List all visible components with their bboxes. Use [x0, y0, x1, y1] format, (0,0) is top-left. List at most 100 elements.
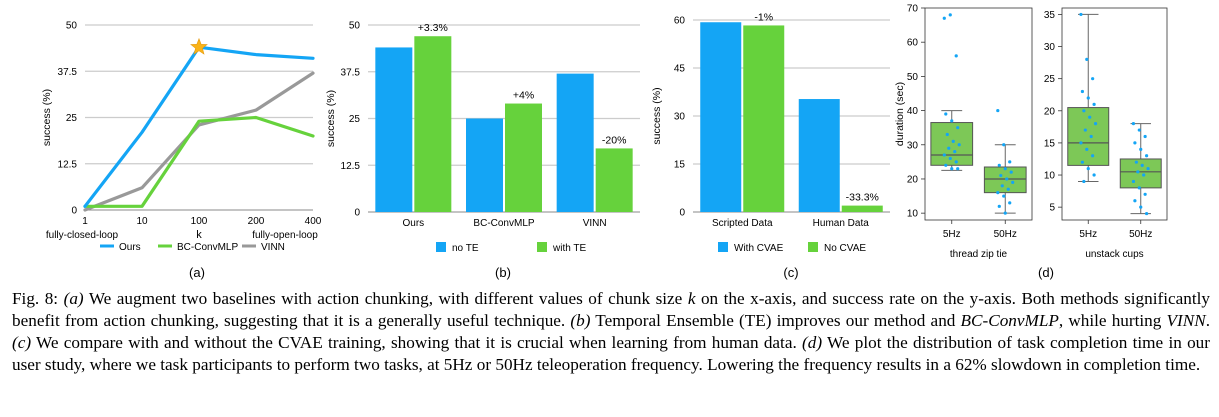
x-tick-label: 1 [82, 216, 88, 227]
panel-c-bar-chart: 0 15 30 45 60 success (%) -1% Scripted Data -33.… [651, 11, 890, 254]
y-tick-label: 0 [354, 208, 360, 219]
data-point [1140, 163, 1144, 167]
data-point [1003, 167, 1007, 171]
x-tick-label: Scripted Data [712, 218, 773, 229]
data-point [953, 150, 957, 154]
legend-swatch [718, 242, 728, 252]
legend-swatch [537, 242, 547, 252]
data-point [947, 146, 951, 150]
bar-no-te [556, 73, 594, 213]
data-point [945, 132, 949, 137]
data-point [1131, 122, 1136, 126]
y-tick-label: 15 [1044, 138, 1056, 149]
data-point [1145, 211, 1149, 216]
data-point [1011, 180, 1015, 184]
y-axis-label: duration (sec) [894, 82, 906, 146]
data-point [1000, 184, 1004, 188]
data-point [954, 54, 958, 58]
data-point [1142, 173, 1146, 177]
y-tick-label: 50 [349, 21, 361, 32]
data-point [944, 112, 948, 116]
y-tick-label: 20 [1044, 106, 1056, 117]
data-point [1137, 128, 1141, 132]
caption-body: (a) We augment two baselines with action… [12, 289, 1210, 374]
bar-with-te [595, 148, 633, 212]
x-axis-label: thread zip tie [950, 249, 1008, 260]
data-point [948, 156, 952, 161]
bar-no-te [375, 47, 413, 212]
panel-a-line-chart: 0 12.5 25 37.5 50 success (%) 1 10 100 200 400 k ful… [41, 21, 322, 254]
caption-part: Temporal Ensemble (TE) improves our meth… [590, 311, 961, 330]
bar-with-te [414, 36, 452, 212]
data-point [1083, 128, 1087, 132]
data-point [996, 108, 1000, 113]
y-tick-label: 10 [1044, 171, 1056, 182]
data-point [956, 126, 960, 130]
data-point [1131, 179, 1136, 184]
caption-part: VINN [1166, 311, 1206, 330]
data-point [1136, 170, 1140, 174]
y-tick-label: 37.5 [58, 67, 78, 78]
y-axis-label: success (%) [41, 89, 53, 146]
caption-part: BC-ConvMLP [960, 311, 1059, 330]
data-point [942, 16, 946, 20]
x-tick-label: Ours [402, 218, 424, 229]
data-point [1139, 205, 1143, 209]
y-tick-label: 35 [1044, 10, 1056, 21]
legend-swatch [808, 242, 818, 252]
bar-no-te [466, 118, 503, 212]
x-tick-label: 50Hz [1129, 229, 1152, 240]
caption-part: on the x-axis, and success rate on the y… [12, 289, 1211, 330]
data-point [954, 160, 958, 164]
data-point [1082, 179, 1086, 184]
plot-frame [1061, 7, 1168, 221]
data-point [1079, 12, 1083, 17]
data-point [1088, 115, 1092, 119]
y-tick-label: 0 [71, 206, 77, 217]
data-point [1133, 199, 1137, 203]
y-tick-label: 25 [349, 114, 361, 125]
caption-part: (c) [12, 333, 32, 352]
bar-annotation: -33.3% [846, 192, 879, 204]
legend-label: Ours [119, 242, 141, 253]
data-point [1139, 147, 1143, 151]
caption-part: k [687, 289, 696, 308]
data-point [950, 167, 954, 171]
caption-part: (b) [570, 311, 591, 330]
x-end-label-left: fully-closed-loop [46, 230, 119, 241]
caption-part: We augment two baselines with action chu… [83, 289, 688, 308]
data-point [1086, 167, 1090, 171]
y-tick-label: 5 [1049, 203, 1055, 214]
panel-letter: (a) [189, 265, 205, 280]
panel-letter: (c) [783, 265, 798, 280]
data-point [1146, 167, 1150, 171]
y-tick-label: 30 [907, 140, 919, 151]
series-line-vinn [83, 71, 315, 212]
caption-part: . [1205, 311, 1210, 330]
y-axis-label: success (%) [651, 87, 663, 144]
legend-swatch [436, 242, 446, 252]
x-tick-label: 5Hz [943, 229, 961, 240]
data-point [1082, 109, 1086, 113]
legend-label: BC-ConvMLP [177, 242, 238, 253]
caption-part: , while hurting [1058, 311, 1167, 330]
y-axis-label: success (%) [325, 90, 337, 147]
plot-frame [924, 7, 1033, 221]
panel-letter: (d) [1038, 265, 1054, 280]
x-end-label-right: fully-open-loop [252, 230, 318, 241]
bar-with-cvae [700, 22, 742, 212]
x-tick-label: BC-ConvMLP [473, 218, 534, 229]
bar-with-te [505, 103, 542, 212]
y-tick-label: 45 [674, 64, 686, 75]
data-point [1006, 187, 1010, 191]
data-point [1008, 201, 1012, 205]
y-tick-label: 40 [907, 106, 919, 117]
data-point [1080, 89, 1084, 94]
data-point [1003, 211, 1007, 215]
caption-part: We plot the distribution of task complet… [12, 333, 1210, 374]
y-tick-label: 0 [679, 208, 685, 219]
x-tick-label: Human Data [813, 218, 870, 229]
data-point [1079, 141, 1083, 145]
legend-label: no TE [452, 243, 479, 254]
data-point [1093, 122, 1098, 126]
